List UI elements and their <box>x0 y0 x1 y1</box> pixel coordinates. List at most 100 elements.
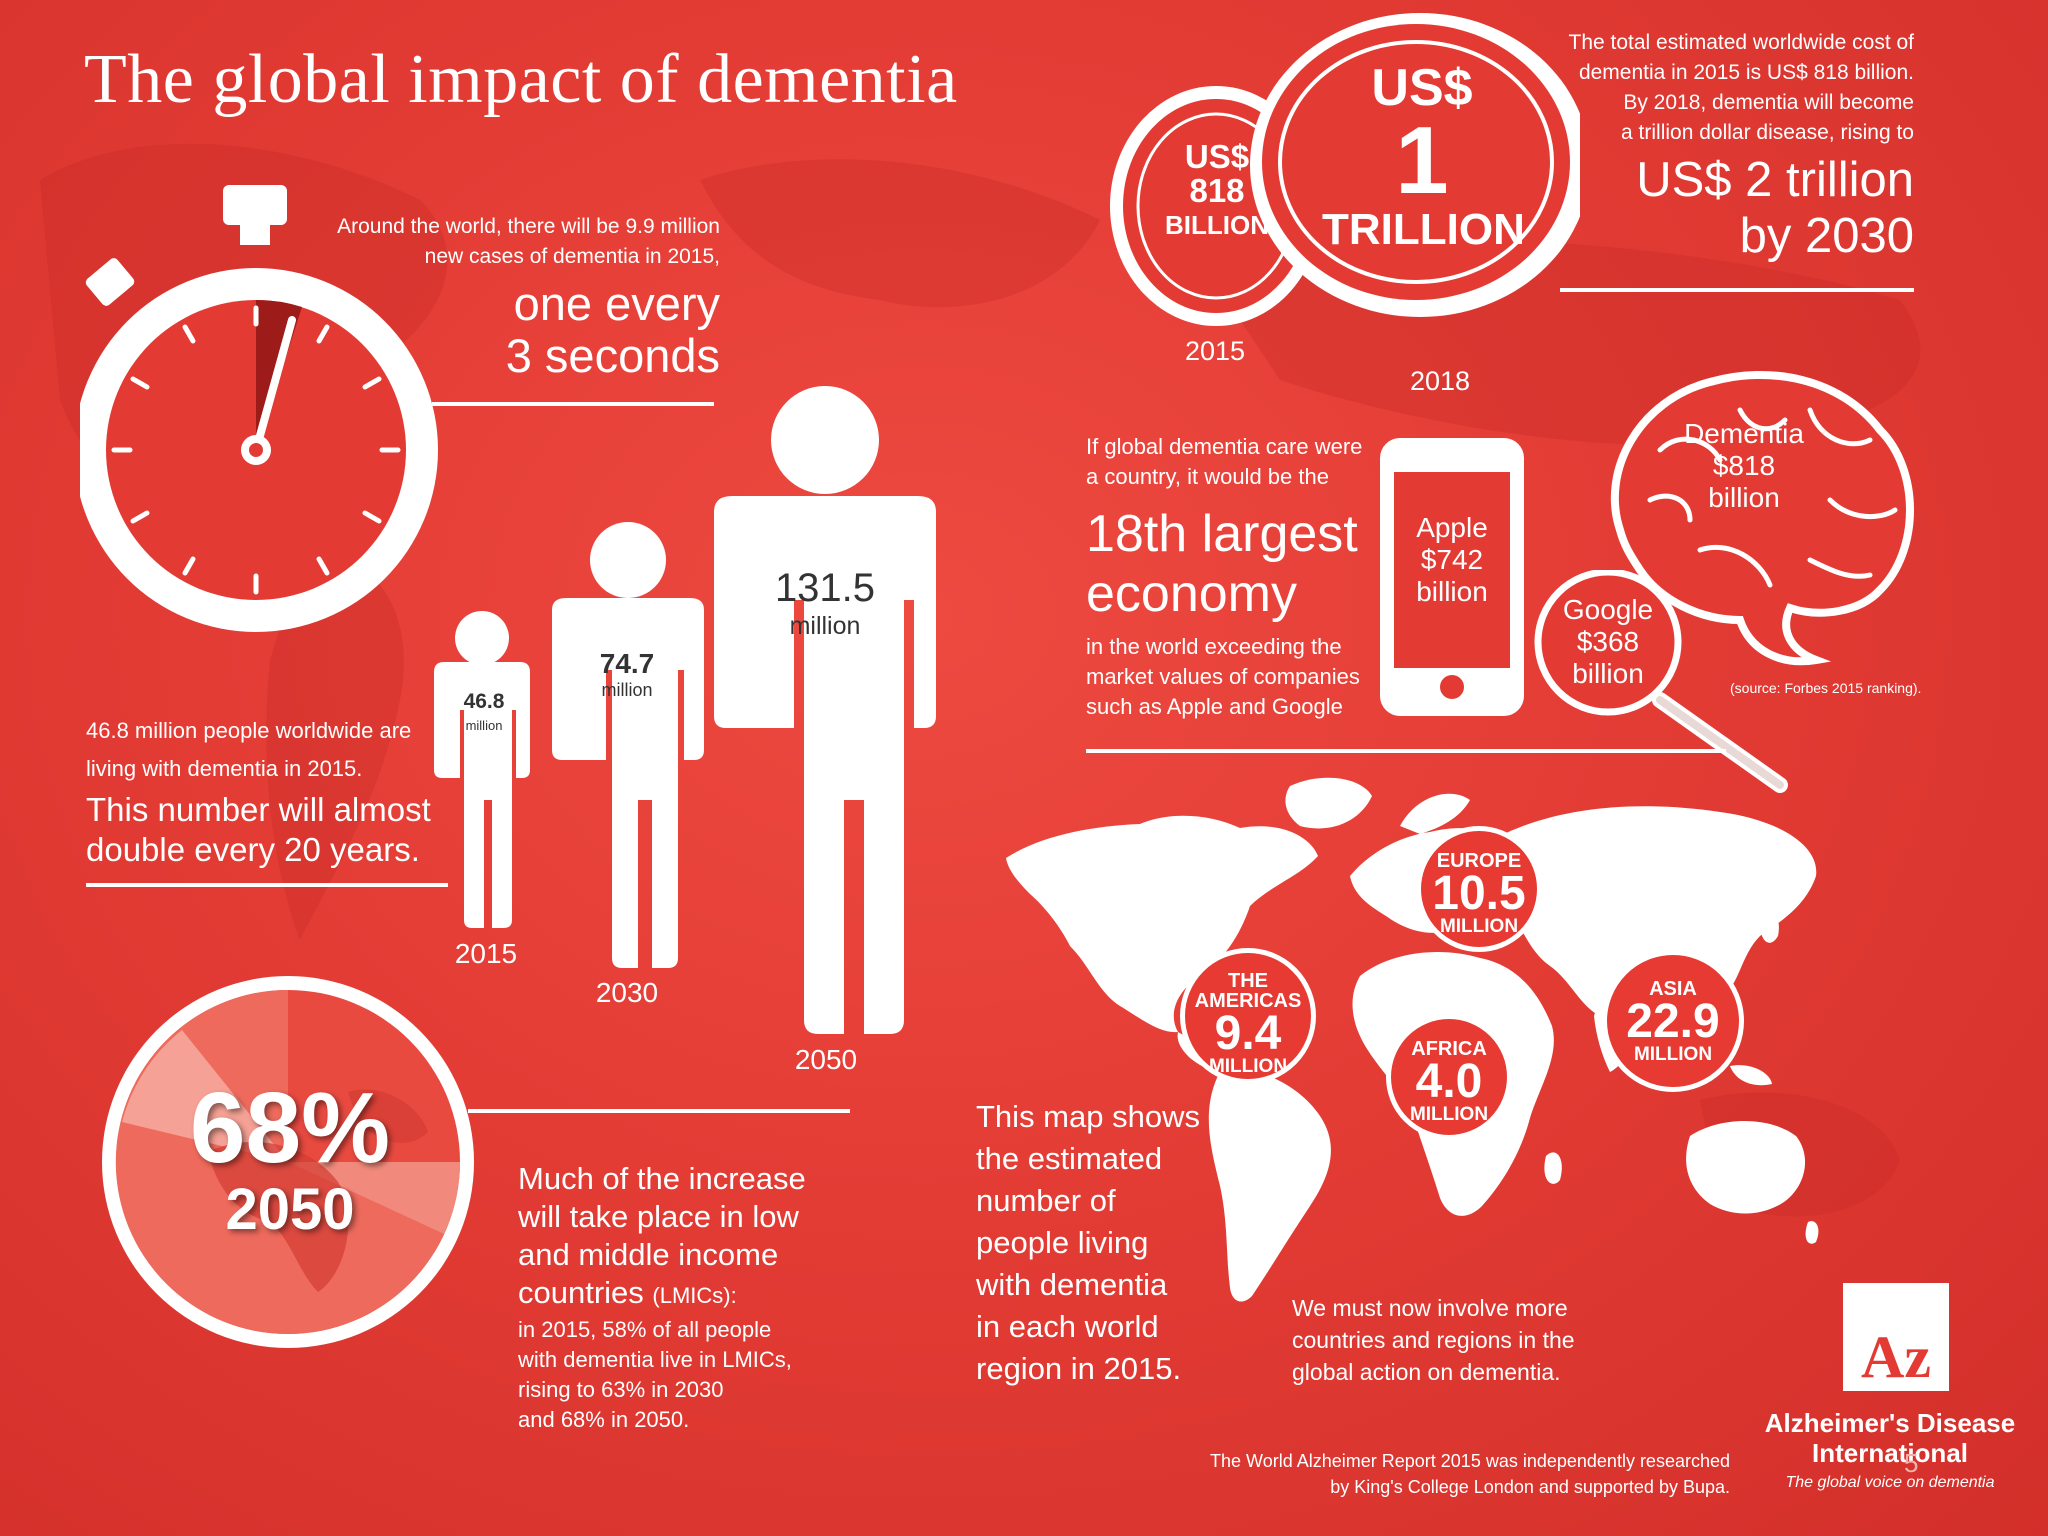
lmic-percent: 68% <box>189 1072 391 1184</box>
figure-value-2030: 74.7 <box>599 648 655 679</box>
action-line-2: countries and regions in the <box>1292 1327 1575 1353</box>
brain-l1: Dementia <box>1684 418 1804 449</box>
coin-small-l3: BILLION <box>1165 210 1269 240</box>
economy-big-1: 18th largest <box>1086 505 1358 563</box>
coin-small-l2: 818 <box>1189 172 1245 209</box>
google-l2: $368 <box>1576 626 1640 657</box>
footer: The World Alzheimer Report 2015 was inde… <box>1100 1448 1730 1500</box>
coin-small-l1: US$ <box>1184 138 1250 175</box>
figure-unit-2050: million <box>789 612 861 640</box>
map-desc-6: in each world <box>976 1309 1159 1344</box>
economy-line-2: a country, it would be the <box>1086 464 1329 489</box>
lmic-big-2: will take place in low <box>518 1199 799 1234</box>
map-desc-1: This map shows <box>976 1099 1200 1134</box>
region-americas-name-2: AMERICAS <box>1194 990 1302 1012</box>
figure-unit-2030: million <box>601 680 653 700</box>
cost-caption: The total estimated worldwide cost of de… <box>1500 28 1915 264</box>
lmic-big-4: countries <box>518 1275 644 1310</box>
region-americas-name-1: THE <box>1228 970 1268 992</box>
footer-line-2: by King's College London and supported b… <box>1330 1477 1730 1497</box>
action-caption: We must now involve more countries and r… <box>1292 1292 1672 1388</box>
stopwatch-icon <box>80 185 438 632</box>
figure-unit-2015: million <box>465 718 503 733</box>
page-title: The global impact of dementia <box>84 41 958 118</box>
lmic-big-3: and middle income <box>518 1237 779 1272</box>
brain-l3: billion <box>1708 482 1780 513</box>
adi-logo-mark: Az <box>1843 1283 1949 1391</box>
divider <box>432 402 714 406</box>
divider <box>1086 749 1726 753</box>
coins-icon <box>1110 13 1580 326</box>
region-asia-value: 22.9 <box>1626 995 1720 1048</box>
year-2050: 2050 <box>794 1044 858 1075</box>
lmic-small-1: in 2015, 58% of all people <box>518 1317 772 1342</box>
people-line-2: living with dementia in 2015. <box>86 756 363 781</box>
lmic-big-1: Much of the increase <box>518 1161 806 1196</box>
region-asia: ASIA 22.9 MILLION <box>1602 950 1744 1092</box>
globe-icon <box>102 976 474 1348</box>
region-europe: EUROPE 10.5 MILLION <box>1416 826 1542 952</box>
stopwatch-line-1: Around the world, there will be 9.9 mill… <box>337 215 720 238</box>
footer-line-1: The World Alzheimer Report 2015 was inde… <box>1210 1451 1730 1471</box>
action-line-3: global action on dementia. <box>1292 1359 1561 1385</box>
logo-name-2: International <box>1811 1438 1968 1468</box>
cost-big-2: by 2030 <box>1739 209 1914 263</box>
logo-name-1: Alzheimer's Disease <box>1764 1408 2016 1438</box>
coin-big-l1: US$ <box>1371 59 1473 117</box>
people-line-1: 46.8 million people worldwide are <box>86 718 412 743</box>
lmic-big-4-small: (LMICs): <box>652 1283 737 1308</box>
year-2030: 2030 <box>595 977 659 1008</box>
region-asia-unit: MILLION <box>1633 1044 1713 1065</box>
map-desc-3: number of <box>976 1183 1116 1218</box>
economy-sub-2: market values of companies <box>1086 664 1360 689</box>
cost-line-1: The total estimated worldwide cost of <box>1568 31 1915 54</box>
apple-text: Apple $742 billion <box>1392 512 1512 608</box>
people-caption: 46.8 million people worldwide are living… <box>86 712 446 870</box>
people-big-2: double every 20 years. <box>86 831 420 868</box>
page-number: 5 <box>1904 1448 1919 1478</box>
region-europe-name: EUROPE <box>1436 850 1522 872</box>
region-africa-unit: MILLION <box>1409 1104 1489 1125</box>
logo-tagline: The global voice on dementia <box>1785 1474 1995 1491</box>
divider <box>86 883 448 887</box>
lmic-small-3: rising to 63% in 2030 <box>518 1377 724 1402</box>
map-description: This map shows the estimated number of p… <box>976 1096 1216 1390</box>
lmic-small-4: and 68% in 2050. <box>518 1407 690 1432</box>
cost-line-4: a trillion dollar disease, rising to <box>1621 121 1914 144</box>
people-figures <box>434 386 936 1034</box>
region-americas: THE AMERICAS 9.4 MILLION <box>1180 948 1316 1084</box>
economy-line-1: If global dementia care were <box>1086 434 1363 459</box>
phone-icon <box>1380 438 1524 716</box>
region-asia-name: ASIA <box>1649 978 1697 1000</box>
divider <box>1560 288 1914 292</box>
map-desc-5: with dementia <box>976 1267 1168 1302</box>
coin-big-l2: 1 <box>1395 107 1449 214</box>
map-desc-2: the estimated <box>976 1141 1163 1176</box>
economy-big-2: economy <box>1086 565 1297 623</box>
figure-value-2015: 46.8 <box>463 690 505 713</box>
stopwatch-caption: Around the world, there will be 9.9 mill… <box>290 212 720 382</box>
lmic-year: 2050 <box>225 1177 355 1242</box>
logo-mark-text: Az <box>1861 1324 1931 1390</box>
region-europe-unit: MILLION <box>1439 916 1519 937</box>
economy-sub-1: in the world exceeding the <box>1086 634 1342 659</box>
source-note: (source: Forbes 2015 ranking). <box>1730 680 1922 696</box>
magnifier-icon <box>1534 570 1788 793</box>
coin-big-text: US$ 1 TRILLION <box>1322 59 1525 254</box>
region-africa-value: 4.0 <box>1415 1055 1483 1108</box>
region-africa-name: AFRICA <box>1411 1038 1487 1060</box>
stopwatch-line-2: new cases of dementia in 2015, <box>424 245 720 268</box>
brain-icon <box>1610 370 1914 666</box>
economy-sub-3: such as Apple and Google <box>1086 694 1343 719</box>
region-africa: AFRICA 4.0 MILLION <box>1386 1014 1512 1140</box>
apple-l1: Apple <box>1416 512 1488 543</box>
year-2015: 2015 <box>454 938 518 969</box>
region-americas-unit: MILLION <box>1208 1056 1288 1077</box>
coin-year-2015: 2015 <box>1184 336 1246 366</box>
stopwatch-big-1: one every <box>513 277 720 330</box>
region-americas-value: 9.4 <box>1214 1007 1282 1060</box>
economy-caption: If global dementia care were a country, … <box>1086 432 1386 722</box>
cost-line-3: By 2018, dementia will become <box>1623 91 1914 114</box>
cost-big-1: US$ 2 trillion <box>1636 153 1914 207</box>
